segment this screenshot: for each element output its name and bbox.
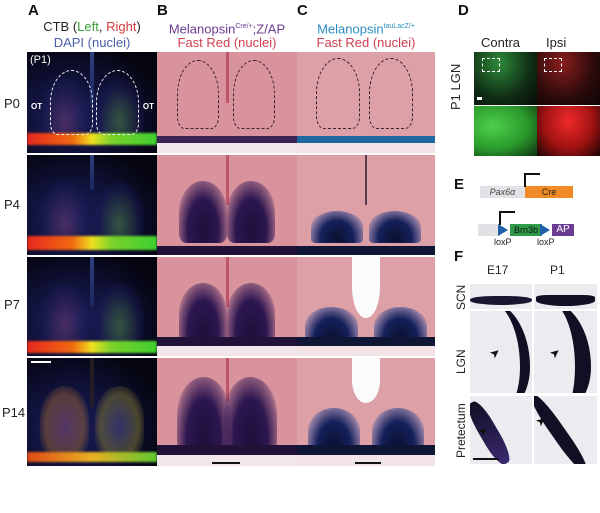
d-col-label-ipsi: Ipsi — [546, 35, 567, 50]
d-ipsi-zoom — [537, 106, 600, 156]
scale-bar-d — [477, 97, 482, 100]
e-promoter-arrow-2-head — [499, 211, 515, 213]
panel-b-p4-image — [157, 155, 297, 255]
ctb-right: Right — [106, 19, 137, 34]
f-col-label-e17: E17 — [487, 263, 509, 277]
f-lgn-p1: ➤ — [534, 311, 597, 393]
zap-label: ;Z/AP — [252, 21, 286, 37]
panel-b-p14-image — [157, 358, 297, 466]
melanopsin-label-c: Melanopsin — [317, 21, 384, 37]
e-gray-box — [478, 224, 500, 236]
d-contra-overview — [474, 52, 537, 105]
dapi-label: DAPI — [53, 35, 85, 50]
loxp-triangle-right — [540, 224, 550, 236]
panel-b-header-line2: Fast Red (nuclei) — [177, 35, 277, 50]
panel-c-p0-image — [297, 52, 435, 153]
e-pax6-box: Pax6α — [480, 186, 525, 198]
scale-bar-c — [355, 462, 381, 464]
panel-c-p7-image — [297, 257, 435, 356]
panel-a-header-line1: CTB (Left, Right) — [27, 19, 157, 35]
ctb-left: Left — [77, 19, 99, 34]
ctb-suffix: ) — [136, 19, 141, 34]
dapi-nuclei: (nuclei) — [84, 35, 131, 50]
f-row-label-lgn: LGN — [454, 349, 468, 374]
f-col-label-p1: P1 — [550, 263, 565, 277]
lacz-superscript: tauLacZ/+ — [383, 23, 415, 30]
panel-c-p4-image — [297, 155, 435, 255]
ctb-sep: , — [98, 19, 107, 34]
f-scn-e17 — [470, 284, 532, 309]
d-contra-zoom — [474, 106, 537, 156]
f-pretectum-e17: ➤ — [470, 396, 532, 464]
ot-label-right: OT — [142, 102, 154, 111]
loxp-label-right: loxP — [537, 237, 555, 247]
e-brn3b-box: Brn3b — [510, 224, 542, 236]
panel-letter-e: E — [454, 176, 465, 193]
e-ap-box: AP — [552, 224, 574, 236]
loxp-triangle-left — [498, 224, 508, 236]
panel-b-header-line1: MelanopsinCre/+;Z/AP — [157, 19, 297, 37]
e-promoter-arrow-1-head — [524, 173, 540, 175]
melanopsin-label: Melanopsin — [168, 21, 236, 37]
panel-letter-c: C — [297, 2, 308, 19]
panel-c-header-line1: MelanopsintauLacZ/+ — [297, 19, 435, 37]
ctb-prefix: CTB ( — [43, 19, 78, 34]
panel-a-header-line2: DAPI (nuclei) — [27, 35, 157, 51]
panel-letter-d: D — [458, 2, 469, 19]
panel-a-p7-image — [27, 257, 157, 356]
e-promoter-arrow-1 — [524, 173, 526, 187]
scale-bar-f — [473, 458, 499, 460]
panel-a-p14-image — [27, 358, 157, 466]
e-cre-box: Cre — [525, 186, 573, 198]
f-row-label-scn: SCN — [454, 284, 468, 310]
row-label-p7: P7 — [4, 297, 20, 312]
f-pretectum-p1: ➤ — [534, 396, 597, 464]
panel-a-p0-image: (P1) OT OT — [27, 52, 157, 153]
row-label-p0: P0 — [4, 96, 20, 111]
scale-bar-a — [31, 361, 51, 363]
e-promoter-arrow-2 — [499, 211, 501, 225]
row-label-p4: P4 — [4, 197, 20, 212]
panel-b-p7-image — [157, 257, 297, 356]
f-row-label-pretectum: Pretectum — [454, 403, 468, 458]
d-ipsi-overview — [537, 52, 600, 105]
panel-c-p14-image — [297, 358, 435, 466]
p1-inset-label: (P1) — [30, 54, 51, 66]
f-scn-p1 — [534, 284, 597, 309]
panel-c-header-line2: Fast Red (nuclei) — [316, 35, 416, 50]
panel-b-p0-image — [157, 52, 297, 153]
d-row-label: P1 LGN — [448, 63, 463, 110]
loxp-label-left: loxP — [494, 237, 512, 247]
panel-letter-f: F — [454, 248, 464, 265]
d-col-label-contra: Contra — [481, 35, 521, 50]
panel-letter-b: B — [157, 2, 168, 19]
panel-letter-a: A — [28, 2, 39, 19]
scale-bar-b — [212, 462, 240, 464]
row-label-p14: P14 — [2, 405, 26, 420]
cre-superscript: Cre/+ — [235, 23, 253, 30]
ot-label-left: OT — [31, 102, 43, 111]
f-lgn-e17: ➤ — [470, 311, 532, 393]
panel-a-p4-image — [27, 155, 157, 255]
